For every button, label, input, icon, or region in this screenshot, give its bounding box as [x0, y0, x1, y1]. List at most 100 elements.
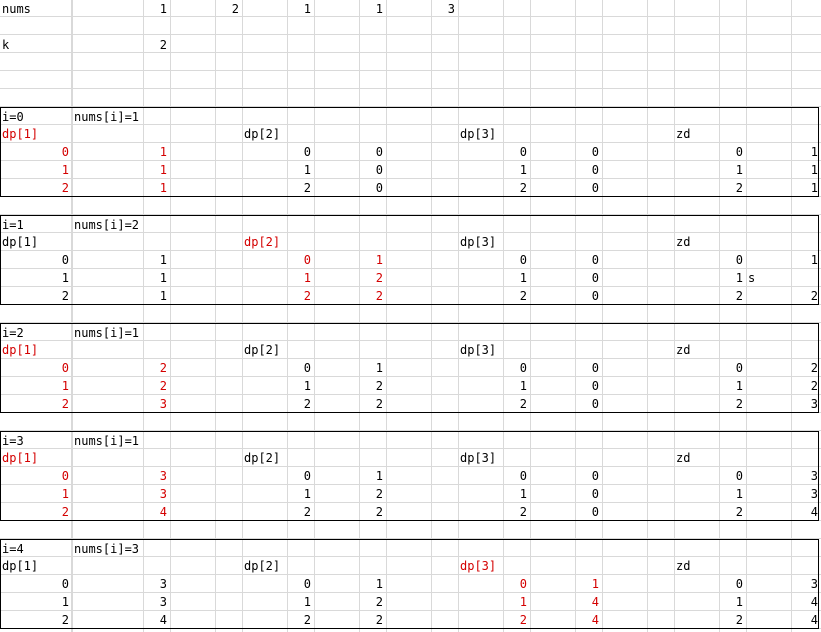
zd-value-cell[interactable]: 3	[810, 397, 818, 411]
table-header-dp1[interactable]: dp[1]	[2, 343, 39, 357]
dp2-value-cell[interactable]: 2	[375, 271, 383, 285]
dp3-value-cell[interactable]: 0	[591, 397, 599, 411]
table-header-zd[interactable]: zd	[676, 559, 691, 573]
zd-index-cell[interactable]: 0	[735, 253, 743, 267]
dp3-value-cell[interactable]: 0	[591, 487, 599, 501]
nums-i-label-cell[interactable]: nums[i]=1	[74, 110, 140, 124]
dp1-index-cell[interactable]: 1	[61, 379, 69, 393]
nums-i-label-cell[interactable]: nums[i]=1	[74, 326, 140, 340]
dp2-value-cell[interactable]: 2	[375, 397, 383, 411]
nums-value-cell[interactable]: 1	[375, 2, 383, 16]
dp1-index-cell[interactable]: 0	[61, 577, 69, 591]
dp1-value-cell[interactable]: 4	[159, 505, 167, 519]
dp2-index-cell[interactable]: 0	[303, 577, 311, 591]
dp1-value-cell[interactable]: 1	[159, 163, 167, 177]
dp2-index-cell[interactable]: 2	[303, 505, 311, 519]
dp2-value-cell[interactable]: 0	[375, 163, 383, 177]
dp1-value-cell[interactable]: 3	[159, 397, 167, 411]
table-header-dp2[interactable]: dp[2]	[244, 127, 281, 141]
zd-value-cell[interactable]: 4	[810, 613, 818, 627]
iteration-label-cell[interactable]: i=1	[2, 218, 24, 232]
dp3-value-cell[interactable]: 0	[591, 379, 599, 393]
dp1-value-cell[interactable]: 1	[159, 145, 167, 159]
dp1-index-cell[interactable]: 1	[61, 487, 69, 501]
zd-value-cell[interactable]: 1	[810, 163, 818, 177]
dp1-value-cell[interactable]: 4	[159, 613, 167, 627]
table-header-dp1[interactable]: dp[1]	[2, 235, 39, 249]
dp2-value-cell[interactable]: 2	[375, 595, 383, 609]
table-header-dp1[interactable]: dp[1]	[2, 559, 39, 573]
dp3-index-cell[interactable]: 0	[519, 577, 527, 591]
dp3-index-cell[interactable]: 2	[519, 289, 527, 303]
note-cell[interactable]: s	[748, 271, 756, 285]
dp1-index-cell[interactable]: 0	[61, 253, 69, 267]
dp2-index-cell[interactable]: 0	[303, 253, 311, 267]
dp1-value-cell[interactable]: 3	[159, 595, 167, 609]
dp3-value-cell[interactable]: 0	[591, 163, 599, 177]
zd-value-cell[interactable]: 3	[810, 487, 818, 501]
table-header-dp3[interactable]: dp[3]	[460, 559, 497, 573]
dp3-index-cell[interactable]: 0	[519, 145, 527, 159]
dp1-index-cell[interactable]: 2	[61, 505, 69, 519]
dp2-index-cell[interactable]: 1	[303, 163, 311, 177]
dp1-index-cell[interactable]: 1	[61, 271, 69, 285]
dp3-index-cell[interactable]: 2	[519, 613, 527, 627]
table-header-dp2[interactable]: dp[2]	[244, 559, 281, 573]
table-header-zd[interactable]: zd	[676, 343, 691, 357]
dp3-value-cell[interactable]: 0	[591, 271, 599, 285]
dp3-index-cell[interactable]: 0	[519, 253, 527, 267]
dp3-index-cell[interactable]: 2	[519, 181, 527, 195]
dp2-index-cell[interactable]: 1	[303, 271, 311, 285]
table-header-dp1[interactable]: dp[1]	[2, 451, 39, 465]
dp3-value-cell[interactable]: 0	[591, 181, 599, 195]
zd-value-cell[interactable]: 2	[810, 289, 818, 303]
k-label-cell[interactable]: k	[2, 38, 10, 52]
zd-index-cell[interactable]: 2	[735, 613, 743, 627]
dp1-index-cell[interactable]: 1	[61, 595, 69, 609]
dp2-value-cell[interactable]: 1	[375, 253, 383, 267]
zd-value-cell[interactable]: 3	[810, 577, 818, 591]
zd-index-cell[interactable]: 1	[735, 163, 743, 177]
dp2-index-cell[interactable]: 1	[303, 595, 311, 609]
table-header-dp3[interactable]: dp[3]	[460, 127, 497, 141]
dp2-index-cell[interactable]: 2	[303, 289, 311, 303]
dp3-index-cell[interactable]: 0	[519, 361, 527, 375]
iteration-label-cell[interactable]: i=2	[2, 326, 24, 340]
zd-index-cell[interactable]: 0	[735, 145, 743, 159]
dp3-value-cell[interactable]: 1	[591, 577, 599, 591]
dp2-value-cell[interactable]: 2	[375, 379, 383, 393]
dp1-value-cell[interactable]: 3	[159, 577, 167, 591]
table-header-dp2[interactable]: dp[2]	[244, 235, 281, 249]
dp3-value-cell[interactable]: 4	[591, 613, 599, 627]
zd-index-cell[interactable]: 1	[735, 271, 743, 285]
table-header-dp2[interactable]: dp[2]	[244, 451, 281, 465]
nums-value-cell[interactable]: 1	[303, 2, 311, 16]
table-header-dp3[interactable]: dp[3]	[460, 235, 497, 249]
dp1-value-cell[interactable]: 2	[159, 361, 167, 375]
dp2-value-cell[interactable]: 0	[375, 181, 383, 195]
dp1-value-cell[interactable]: 1	[159, 271, 167, 285]
zd-value-cell[interactable]: 2	[810, 379, 818, 393]
dp1-index-cell[interactable]: 2	[61, 397, 69, 411]
dp3-index-cell[interactable]: 1	[519, 379, 527, 393]
zd-value-cell[interactable]: 1	[810, 181, 818, 195]
dp1-value-cell[interactable]: 3	[159, 469, 167, 483]
dp2-index-cell[interactable]: 0	[303, 361, 311, 375]
dp3-value-cell[interactable]: 0	[591, 145, 599, 159]
zd-index-cell[interactable]: 2	[735, 181, 743, 195]
nums-value-cell[interactable]: 1	[159, 2, 167, 16]
nums-value-cell[interactable]: 2	[231, 2, 239, 16]
zd-index-cell[interactable]: 2	[735, 289, 743, 303]
dp2-index-cell[interactable]: 1	[303, 487, 311, 501]
dp2-index-cell[interactable]: 0	[303, 469, 311, 483]
dp1-value-cell[interactable]: 1	[159, 253, 167, 267]
dp1-index-cell[interactable]: 2	[61, 181, 69, 195]
dp2-index-cell[interactable]: 1	[303, 379, 311, 393]
dp2-index-cell[interactable]: 2	[303, 397, 311, 411]
table-header-zd[interactable]: zd	[676, 235, 691, 249]
zd-index-cell[interactable]: 1	[735, 379, 743, 393]
nums-label-cell[interactable]: nums	[2, 2, 31, 16]
dp1-index-cell[interactable]: 0	[61, 361, 69, 375]
nums-i-label-cell[interactable]: nums[i]=2	[74, 218, 140, 232]
dp1-index-cell[interactable]: 2	[61, 613, 69, 627]
